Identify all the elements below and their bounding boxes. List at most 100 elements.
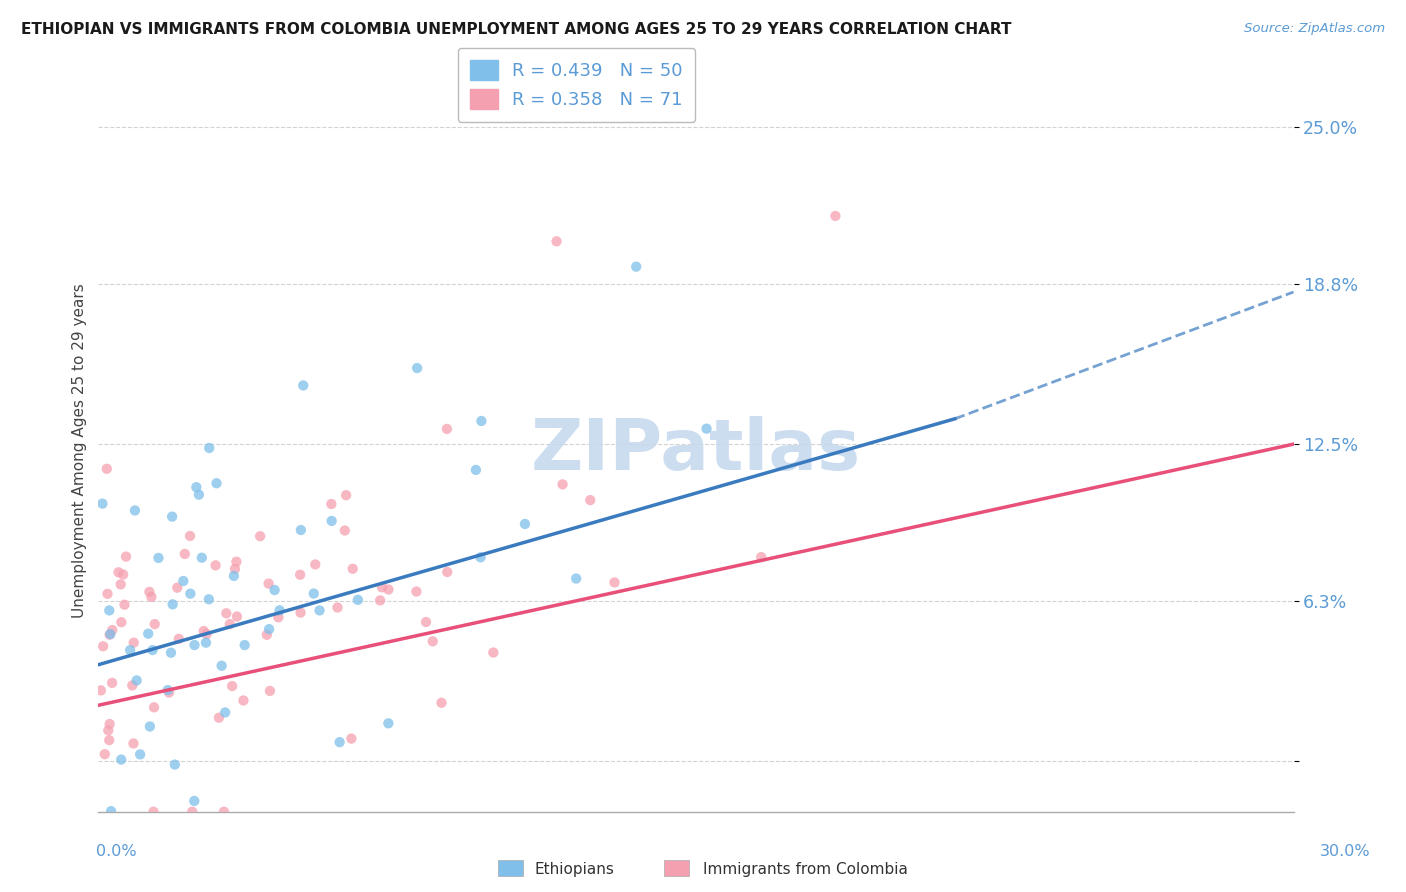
Point xyxy=(368,593,391,607)
Point xyxy=(138,585,160,599)
Point xyxy=(122,737,145,751)
Point xyxy=(157,685,180,699)
Point xyxy=(194,635,217,649)
Point xyxy=(98,628,121,642)
Point xyxy=(257,622,280,636)
Point xyxy=(377,582,399,597)
Point xyxy=(101,676,124,690)
Point xyxy=(148,550,170,565)
Point xyxy=(120,643,142,657)
Point xyxy=(110,753,132,767)
Point xyxy=(259,684,281,698)
Point xyxy=(513,516,536,531)
Point xyxy=(110,577,132,591)
Point xyxy=(107,566,129,580)
Point xyxy=(470,414,492,428)
Point xyxy=(186,480,208,494)
Point xyxy=(179,529,201,543)
Point xyxy=(436,422,458,436)
Point xyxy=(626,260,648,274)
Text: Source: ZipAtlas.com: Source: ZipAtlas.com xyxy=(1244,22,1385,36)
Point xyxy=(749,550,772,565)
Point xyxy=(193,624,215,638)
Legend: R = 0.439   N = 50, R = 0.358   N = 71: R = 0.439 N = 50, R = 0.358 N = 71 xyxy=(458,47,695,121)
Point xyxy=(173,547,195,561)
Point xyxy=(232,693,254,707)
Point xyxy=(156,683,179,698)
Point xyxy=(94,747,117,762)
Point xyxy=(179,587,201,601)
Point xyxy=(91,640,114,654)
Point xyxy=(333,524,356,538)
Point xyxy=(288,567,311,582)
Point xyxy=(304,558,326,572)
Point xyxy=(269,603,291,617)
Point xyxy=(224,562,246,576)
Point xyxy=(198,441,221,455)
Point xyxy=(98,717,121,731)
Point xyxy=(98,627,121,641)
Point xyxy=(100,804,122,818)
Point xyxy=(167,632,190,646)
Point xyxy=(415,615,437,629)
Point xyxy=(267,610,290,624)
Point xyxy=(222,569,245,583)
Point xyxy=(565,572,588,586)
Point xyxy=(406,361,429,376)
Point xyxy=(96,462,118,476)
Point xyxy=(226,609,249,624)
Point xyxy=(422,634,444,648)
Text: ZIPatlas: ZIPatlas xyxy=(531,416,860,485)
Point xyxy=(141,590,163,604)
Point xyxy=(143,617,166,632)
Point xyxy=(290,523,312,537)
Point xyxy=(115,549,138,564)
Point xyxy=(198,592,221,607)
Text: 0.0%: 0.0% xyxy=(96,845,136,859)
Point xyxy=(470,550,492,565)
Point xyxy=(292,378,315,392)
Point xyxy=(215,607,238,621)
Point xyxy=(112,567,135,582)
Point xyxy=(218,617,240,632)
Point xyxy=(191,550,214,565)
Point xyxy=(139,719,162,733)
Point xyxy=(160,509,183,524)
Bar xyxy=(664,860,689,876)
Point xyxy=(124,503,146,517)
Point xyxy=(233,638,256,652)
Y-axis label: Unemployment Among Ages 25 to 29 years: Unemployment Among Ages 25 to 29 years xyxy=(72,283,87,618)
Point xyxy=(110,615,132,630)
Point xyxy=(183,794,205,808)
Point xyxy=(263,582,285,597)
Point xyxy=(326,600,349,615)
Point xyxy=(205,476,228,491)
Point xyxy=(482,646,505,660)
Point xyxy=(377,716,399,731)
Point xyxy=(464,463,486,477)
Point xyxy=(125,673,148,688)
Point xyxy=(308,603,330,617)
Text: Ethiopians: Ethiopians xyxy=(534,863,614,877)
Point xyxy=(335,488,357,502)
Point xyxy=(143,700,166,714)
Point xyxy=(405,584,427,599)
Point xyxy=(221,679,243,693)
Point xyxy=(321,514,343,528)
Point xyxy=(121,678,143,692)
Point xyxy=(249,529,271,543)
Bar xyxy=(498,860,523,876)
Point xyxy=(257,576,280,591)
Point xyxy=(160,646,183,660)
Point xyxy=(129,747,152,762)
Point xyxy=(187,488,209,502)
Point xyxy=(172,574,194,588)
Point xyxy=(211,658,233,673)
Point xyxy=(142,643,165,657)
Point xyxy=(114,598,136,612)
Point xyxy=(430,696,453,710)
Point xyxy=(91,497,114,511)
Text: 30.0%: 30.0% xyxy=(1320,845,1371,859)
Point xyxy=(90,683,112,698)
Point xyxy=(302,586,325,600)
